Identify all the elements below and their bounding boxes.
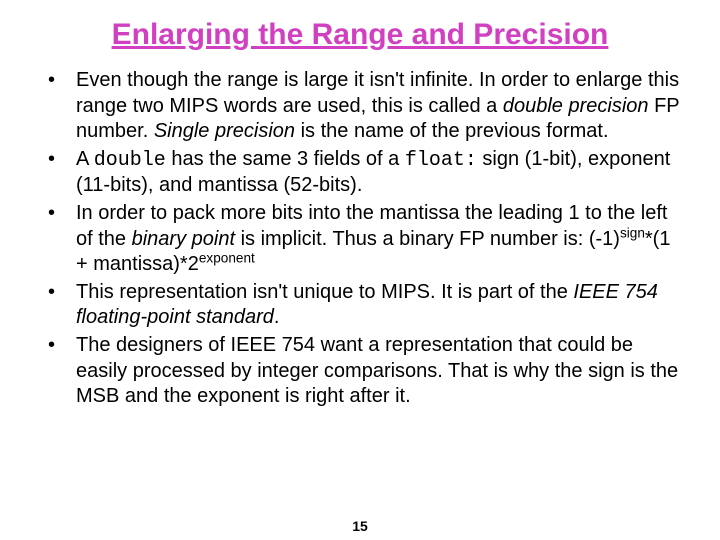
list-item: Even though the range is large it isn't … <box>40 68 680 145</box>
list-item: In order to pack more bits into the mant… <box>40 201 680 278</box>
bullet-list: Even though the range is large it isn't … <box>40 68 680 410</box>
list-item: This representation isn't unique to MIPS… <box>40 280 680 331</box>
superscript: sign <box>620 225 645 240</box>
mono-text: double <box>94 149 166 172</box>
slide-body: Even though the range is large it isn't … <box>40 68 680 410</box>
page-number: 15 <box>0 518 720 534</box>
text: This representation isn't unique to MIPS… <box>76 281 573 303</box>
list-item: The designers of IEEE 754 want a represe… <box>40 333 680 410</box>
text: . <box>274 306 280 328</box>
text: is the name of the previous format. <box>295 120 609 142</box>
italic-text: binary point <box>132 228 235 250</box>
superscript: exponent <box>199 251 255 266</box>
text: has the same 3 fields of a <box>166 148 405 170</box>
mono-text: float: <box>405 149 477 172</box>
text: A <box>76 148 94 170</box>
italic-text: Single precision <box>154 120 295 142</box>
text: The designers of IEEE 754 want a represe… <box>76 334 678 407</box>
list-item: A double has the same 3 fields of a floa… <box>40 147 680 199</box>
text: is implicit. Thus a binary FP number is:… <box>235 228 620 250</box>
slide-title: Enlarging the Range and Precision <box>40 18 680 52</box>
italic-text: double precision <box>503 95 649 117</box>
